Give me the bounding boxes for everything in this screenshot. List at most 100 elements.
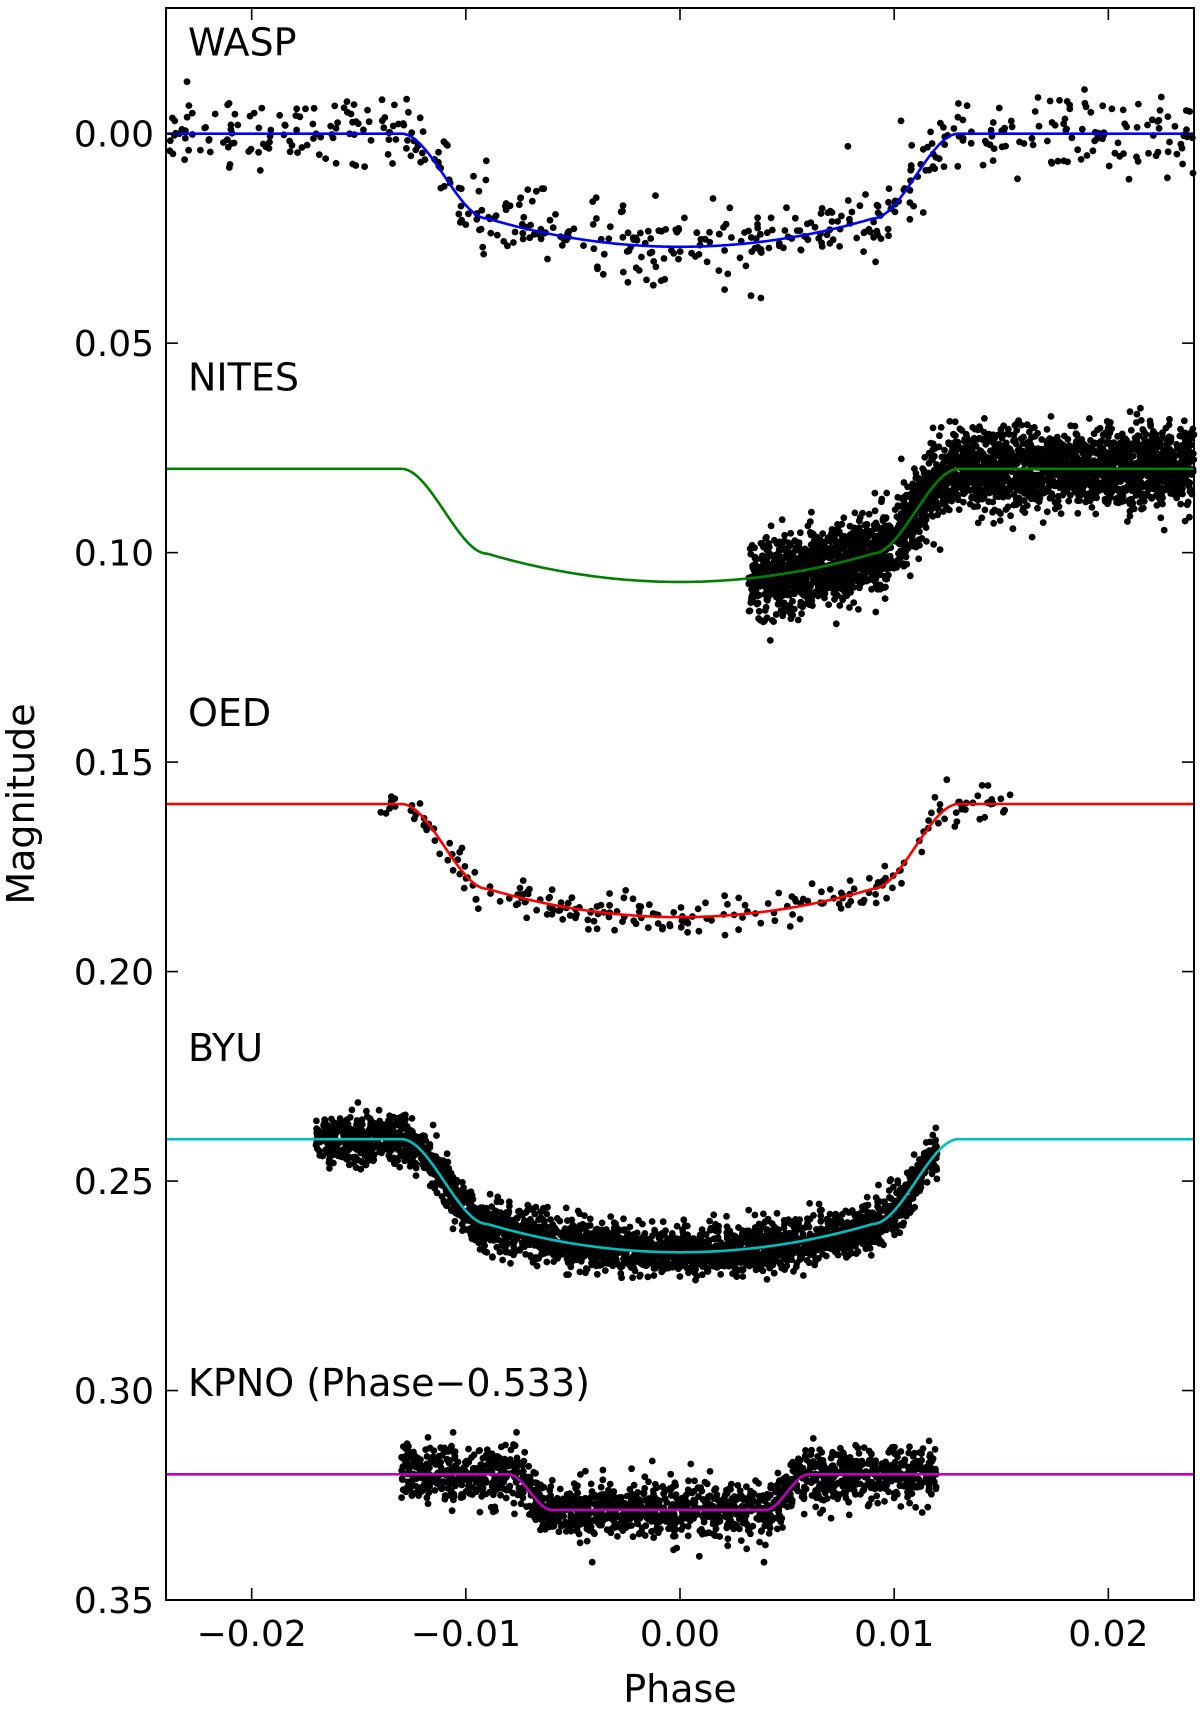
oed-point: [584, 916, 592, 924]
nites-point: [746, 607, 754, 615]
nites-point: [978, 514, 986, 522]
wasp-point: [546, 216, 554, 224]
nites-point: [1028, 533, 1036, 541]
oed-point: [460, 884, 468, 892]
wasp-point: [959, 116, 967, 124]
wasp-point: [1125, 175, 1133, 183]
wasp-point: [332, 159, 340, 167]
oed-point: [918, 848, 926, 856]
nites-point: [1021, 478, 1029, 485]
byu-point: [875, 1181, 882, 1189]
wasp-point: [919, 209, 927, 216]
nites-point: [1007, 450, 1015, 458]
nites-point: [809, 575, 817, 582]
nites-point: [873, 522, 881, 529]
nites-point: [1073, 488, 1081, 496]
nites-point: [1020, 433, 1027, 441]
nites-point: [1124, 518, 1131, 525]
oed-point: [943, 776, 951, 784]
nites-point: [810, 554, 818, 562]
nites-point: [768, 617, 776, 624]
nites-point: [1126, 512, 1134, 520]
nites-point: [1147, 471, 1155, 479]
wasp-point: [995, 104, 1003, 112]
wasp-point: [856, 202, 864, 210]
nites-point: [980, 458, 988, 465]
nites-point: [861, 521, 869, 529]
nites-point: [1177, 500, 1185, 508]
oed-point: [533, 906, 540, 914]
nites-point: [831, 596, 838, 603]
wasp-point: [706, 228, 713, 236]
wasp-point: [675, 255, 682, 263]
nites-point: [855, 524, 863, 532]
nites-point: [781, 601, 789, 609]
wasp-point: [340, 104, 348, 112]
nites-point: [1160, 526, 1168, 534]
oed-point: [735, 926, 742, 934]
oed-point: [721, 931, 729, 939]
wasp-point: [416, 114, 424, 122]
wasp-point: [1081, 86, 1088, 93]
nites-point: [781, 531, 788, 539]
nites-point: [940, 500, 948, 508]
wasp-point: [267, 126, 275, 134]
wasp-point: [294, 149, 301, 157]
wasp-point: [954, 162, 962, 170]
nites-point: [859, 509, 866, 517]
oed-point: [860, 896, 868, 904]
nites-point: [865, 510, 873, 518]
nites-points: [745, 404, 1198, 644]
wasp-point: [676, 248, 684, 256]
nites-point: [952, 490, 960, 497]
nites-point: [1095, 458, 1103, 466]
byu-point: [629, 1274, 636, 1282]
nites-point: [1175, 490, 1182, 498]
wasp-point: [331, 102, 339, 110]
oed-point: [872, 899, 880, 907]
nites-point: [778, 544, 786, 552]
nites-point: [1110, 439, 1118, 446]
nites-point: [1096, 424, 1104, 432]
nites-point: [1071, 477, 1079, 484]
wasp-point: [538, 185, 546, 193]
wasp-point: [834, 218, 842, 225]
nites-point: [964, 436, 972, 444]
wasp-point: [605, 235, 613, 243]
nites-point: [936, 432, 943, 440]
byu-point: [885, 1187, 893, 1194]
wasp-point: [1002, 142, 1009, 150]
nites-point: [883, 489, 891, 497]
nites-point: [1004, 460, 1012, 467]
wasp-point: [1064, 158, 1071, 166]
oed-point: [796, 915, 804, 923]
nites-point: [789, 611, 797, 619]
wasp-point: [250, 109, 258, 117]
oed-point: [721, 892, 728, 900]
nites-point: [1131, 481, 1139, 489]
nites-point: [1183, 479, 1190, 486]
nites-point: [1069, 456, 1077, 464]
nites-point: [779, 612, 787, 620]
wasp-point: [473, 215, 481, 223]
nites-point: [1018, 421, 1025, 429]
nites-point: [1160, 447, 1167, 454]
nites-point: [969, 424, 977, 431]
wasp-point: [989, 157, 997, 165]
oed-point: [826, 886, 834, 893]
wasp-point: [804, 236, 812, 244]
wasp-point: [380, 124, 388, 132]
wasp-point: [989, 119, 997, 126]
nites-point: [1142, 431, 1150, 438]
nites-point: [1120, 471, 1128, 479]
oed-point: [695, 927, 703, 935]
nites-point: [1033, 452, 1041, 460]
nites-point: [1004, 430, 1012, 438]
nites-point: [949, 443, 956, 451]
wasp-point: [389, 160, 396, 167]
wasp-point: [681, 214, 688, 222]
nites-point: [922, 504, 930, 511]
nites-point: [941, 446, 948, 454]
wasp-point: [349, 160, 357, 168]
